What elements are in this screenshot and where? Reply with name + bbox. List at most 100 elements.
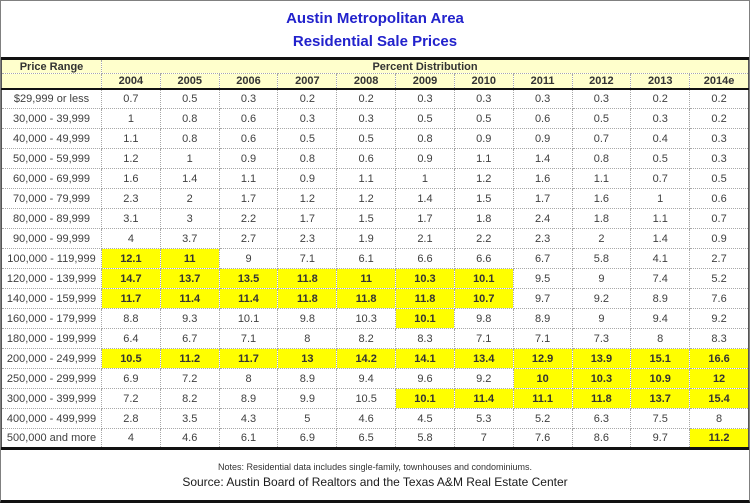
table-row: $29,999 or less 0.7 0.5 0.3 0.2 0.2 0.3 0.3 0.3 0… xyxy=(1,88,749,109)
value-cell: 0.9 xyxy=(277,168,338,189)
value-cell: 8.9 xyxy=(218,388,279,409)
table-row: 90,000 - 99,999 4 3.7 2.7 2.3 1.9 2.1 2.2 2.3 2 1.… xyxy=(1,228,749,249)
price-range-cell: 400,000 - 499,999 xyxy=(1,408,102,429)
value-cell: 7.6 xyxy=(512,428,573,450)
value-cell: 1.4 xyxy=(159,168,220,189)
value-cell: 0.3 xyxy=(630,108,691,129)
value-cell: 9.4 xyxy=(630,308,691,329)
value-cell: 8.9 xyxy=(512,308,573,329)
value-cell: 0.3 xyxy=(218,88,279,109)
table-row: 180,000 - 199,999 6.4 6.7 7.1 8 8.2 8.3 7.1 7.1 7… xyxy=(1,328,749,349)
value-cell: 15.4 xyxy=(689,388,749,409)
value-cell: 0.3 xyxy=(395,88,455,109)
price-range-cell: 60,000 - 69,999 xyxy=(1,168,102,189)
notes-text: Notes: Residential data includes single-… xyxy=(218,461,532,472)
price-range-cell: 50,000 - 59,999 xyxy=(1,148,102,169)
value-cell: 1.2 xyxy=(101,148,161,169)
value-cell: 0.7 xyxy=(571,128,632,149)
value-cell: 10.3 xyxy=(336,308,397,329)
value-cell: 0.5 xyxy=(277,128,338,149)
value-cell: 0.3 xyxy=(571,88,632,109)
value-cell: 9.2 xyxy=(689,308,749,329)
value-cell: 0.5 xyxy=(453,108,514,129)
value-cell: 1.2 xyxy=(336,188,397,209)
year-header: 2007 xyxy=(277,73,338,90)
value-cell: 1.7 xyxy=(395,208,455,229)
year-header: 2008 xyxy=(336,73,397,90)
value-cell: 1.4 xyxy=(512,148,573,169)
value-cell: 14.2 xyxy=(336,348,397,369)
value-cell: 0.8 xyxy=(159,108,220,129)
price-range-cell: 120,000 - 139,999 xyxy=(1,268,102,289)
value-cell: 2.3 xyxy=(512,228,573,249)
value-cell: 7.2 xyxy=(101,388,161,409)
value-cell: 0.2 xyxy=(336,88,397,109)
value-cell: 1.6 xyxy=(571,188,632,209)
value-cell: 6.9 xyxy=(277,428,338,450)
year-header: 2011 xyxy=(512,73,573,90)
value-cell: 12 xyxy=(689,368,749,389)
value-cell: 0.9 xyxy=(689,228,749,249)
price-range-cell: $29,999 or less xyxy=(1,88,102,109)
value-cell: 2.4 xyxy=(512,208,573,229)
value-cell: 8 xyxy=(630,328,691,349)
value-cell: 0.9 xyxy=(453,128,514,149)
value-cell: 4 xyxy=(101,228,161,249)
value-cell: 0.2 xyxy=(689,88,749,109)
value-cell: 11.2 xyxy=(689,428,749,450)
value-cell: 1 xyxy=(159,148,220,169)
source-text: Source: Austin Board of Realtors and the… xyxy=(182,474,568,489)
value-cell: 5 xyxy=(277,408,338,429)
value-cell: 1.8 xyxy=(571,208,632,229)
value-cell: 13 xyxy=(277,348,338,369)
table-row: 140,000 - 159,999 11.7 11.4 11.4 11.8 11.8 11.… xyxy=(1,288,749,309)
value-cell: 8.2 xyxy=(336,328,397,349)
value-cell: 10 xyxy=(512,368,573,389)
table-row: 250,000 - 299,999 6.9 7.2 8 8.9 9.4 9.6 9.2 10 10… xyxy=(1,368,749,389)
value-cell: 2.1 xyxy=(395,228,455,249)
value-cell: 1.5 xyxy=(336,208,397,229)
value-cell: 2.2 xyxy=(218,208,279,229)
value-cell: 3.1 xyxy=(101,208,161,229)
price-distribution-table: Price Range Percent Distribution 2004 200… xyxy=(1,57,749,450)
value-cell: 0.3 xyxy=(689,128,749,149)
title-line-1: Austin Metropolitan Area xyxy=(286,10,464,27)
value-cell: 11.8 xyxy=(571,388,632,409)
value-cell: 7.1 xyxy=(453,328,514,349)
value-cell: 0.5 xyxy=(159,88,220,109)
value-cell: 2.2 xyxy=(453,228,514,249)
price-range-cell: 80,000 - 89,999 xyxy=(1,208,102,229)
value-cell: 1.4 xyxy=(630,228,691,249)
value-cell: 0.7 xyxy=(630,168,691,189)
value-cell: 7.6 xyxy=(689,288,749,309)
value-cell: 6.1 xyxy=(218,428,279,450)
value-cell: 10.7 xyxy=(453,288,514,309)
value-cell: 1.8 xyxy=(453,208,514,229)
value-cell: 9.9 xyxy=(277,388,338,409)
value-cell: 7.3 xyxy=(571,328,632,349)
table-body: $29,999 or less 0.7 0.5 0.3 0.2 0.2 0.3 0.3 0.3 0… xyxy=(1,88,749,450)
value-cell: 10.3 xyxy=(571,368,632,389)
value-cell: 11.7 xyxy=(101,288,161,309)
value-cell: 1 xyxy=(395,168,455,189)
value-cell: 13.5 xyxy=(218,268,279,289)
value-cell: 7.2 xyxy=(159,368,220,389)
value-cell: 0.8 xyxy=(395,128,455,149)
value-cell: 0.9 xyxy=(218,148,279,169)
price-range-cell: 500,000 and more xyxy=(1,428,102,450)
year-header: 2004 xyxy=(101,73,161,90)
value-cell: 1.1 xyxy=(453,148,514,169)
value-cell: 0.4 xyxy=(630,128,691,149)
value-cell: 0.3 xyxy=(512,88,573,109)
value-cell: 0.6 xyxy=(689,188,749,209)
value-cell: 8 xyxy=(218,368,279,389)
value-cell: 6.3 xyxy=(571,408,632,429)
value-cell: 2.3 xyxy=(277,228,338,249)
value-cell: 11.4 xyxy=(159,288,220,309)
price-range-cell: 160,000 - 179,999 xyxy=(1,308,102,329)
value-cell: 7.5 xyxy=(630,408,691,429)
price-range-cell: 200,000 - 249,999 xyxy=(1,348,102,369)
value-cell: 4.6 xyxy=(159,428,220,450)
table-row: 500,000 and more 4 4.6 6.1 6.9 6.5 5.8 7 7.6 8.6 9… xyxy=(1,428,749,450)
